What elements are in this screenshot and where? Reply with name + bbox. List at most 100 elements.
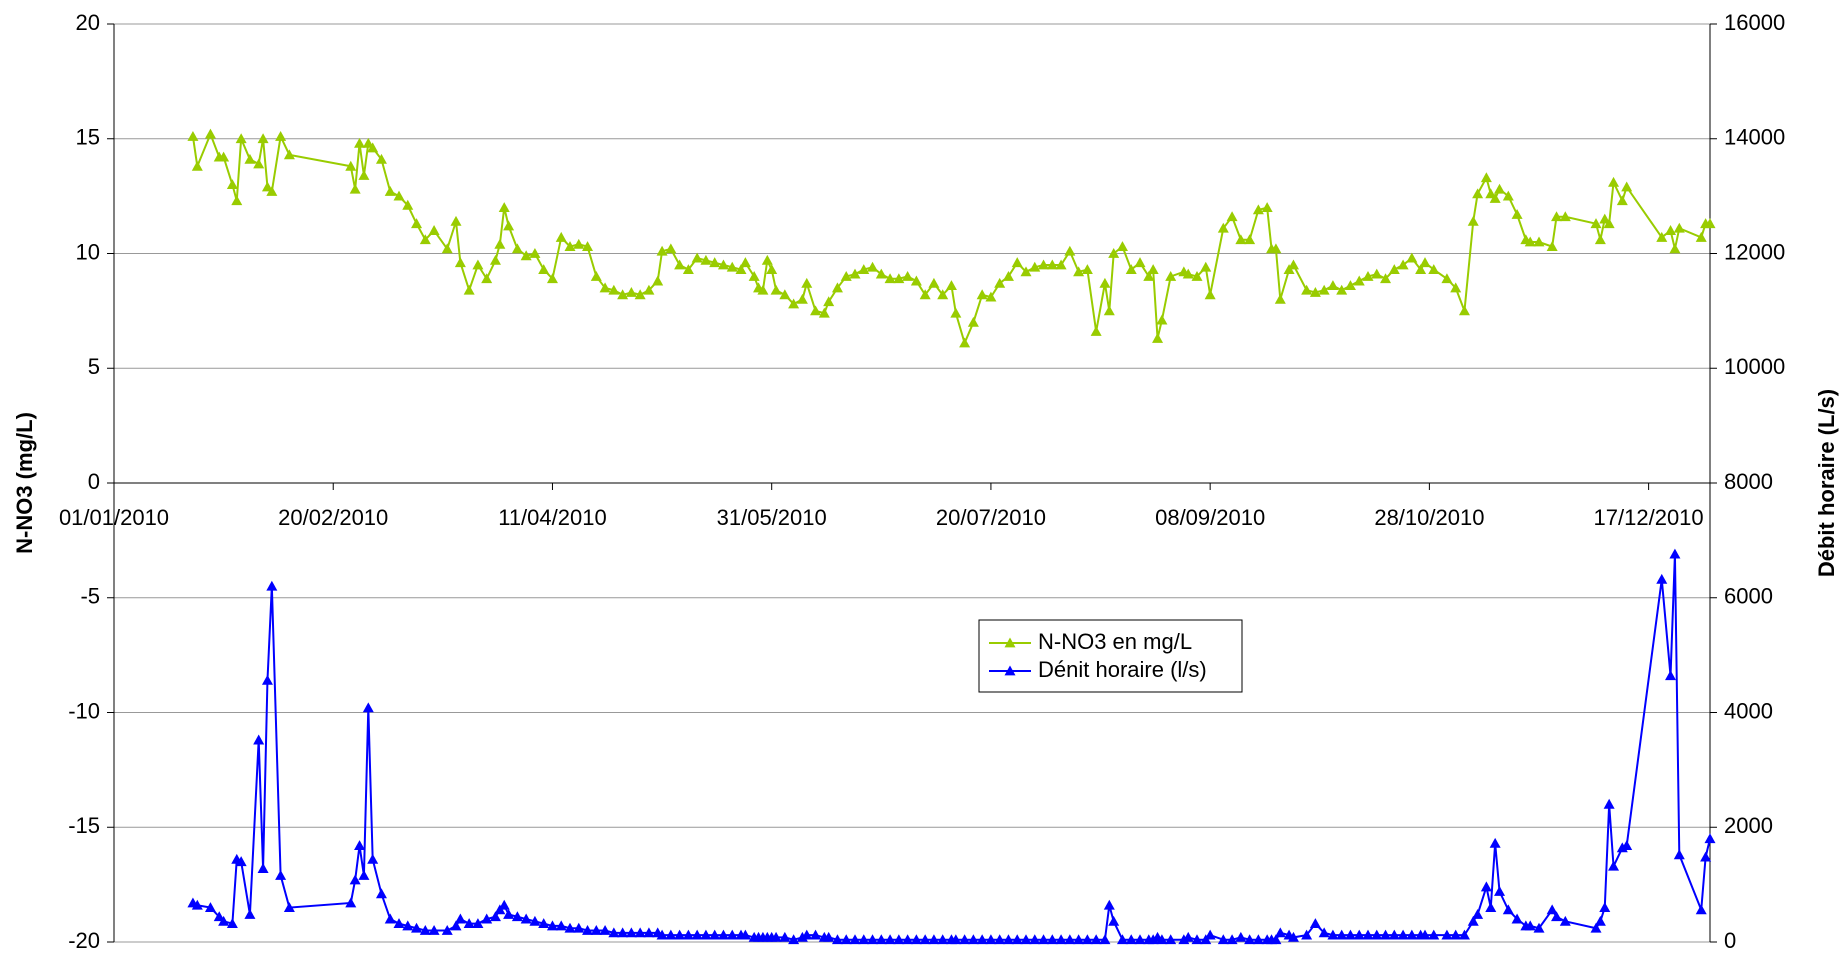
data-point — [1244, 934, 1256, 945]
data-point — [950, 934, 962, 945]
data-point — [823, 931, 835, 942]
y2-tick-label: 10000 — [1724, 354, 1785, 379]
data-point — [1270, 934, 1282, 945]
data-point — [1125, 264, 1137, 274]
data-point — [976, 934, 988, 945]
data-point — [1002, 270, 1014, 281]
y-tick-label: -20 — [68, 928, 100, 953]
data-point — [928, 277, 940, 288]
data-point — [867, 261, 879, 272]
data-point — [1665, 225, 1677, 235]
data-point — [1441, 929, 1453, 940]
data-point — [231, 195, 243, 206]
data-point — [367, 853, 379, 864]
data-point — [893, 273, 905, 284]
data-point — [1134, 934, 1146, 945]
data-point — [770, 284, 782, 295]
legend-label: Dénit horaire (l/s) — [1038, 657, 1207, 682]
data-point — [1344, 280, 1356, 291]
data-point — [1108, 915, 1120, 926]
data-point — [441, 243, 453, 254]
data-point — [674, 259, 686, 270]
x-tick-label: 20/07/2010 — [936, 505, 1046, 530]
data-point — [840, 270, 852, 281]
data-point — [1217, 934, 1229, 945]
data-point — [1551, 911, 1563, 922]
data-point — [1046, 259, 1058, 270]
data-point — [967, 316, 979, 327]
data-point — [1621, 181, 1633, 192]
data-point — [1362, 929, 1374, 940]
data-point — [910, 934, 922, 945]
data-point — [788, 934, 800, 945]
data-point — [481, 273, 493, 284]
data-point — [1669, 548, 1681, 559]
data-point — [463, 284, 475, 295]
data-point — [625, 287, 637, 297]
data-point — [1055, 934, 1067, 945]
data-point — [766, 264, 778, 274]
data-point — [1590, 218, 1602, 229]
data-point — [634, 289, 646, 300]
data-point — [599, 925, 611, 935]
data-point — [582, 241, 594, 252]
data-point — [1551, 211, 1563, 222]
data-point — [1669, 243, 1681, 254]
data-point — [1489, 837, 1501, 848]
data-point — [1029, 261, 1041, 272]
data-point — [441, 925, 453, 935]
data-point — [187, 130, 199, 141]
data-point — [1287, 259, 1299, 270]
data-point — [1020, 266, 1032, 277]
data-point — [1165, 270, 1177, 281]
data-point — [345, 897, 357, 908]
data-point — [1011, 257, 1023, 268]
data-point — [717, 259, 729, 270]
data-point — [1274, 293, 1286, 304]
data-point — [1108, 248, 1120, 258]
data-point — [1182, 268, 1194, 279]
data-point — [1494, 183, 1506, 194]
data-point — [428, 925, 440, 935]
data-point — [893, 934, 905, 945]
data-point — [1524, 920, 1536, 931]
data-point — [902, 270, 914, 281]
data-point — [691, 929, 703, 940]
legend: N-NO3 en mg/L Dénit horaire (l/s) — [978, 619, 1243, 693]
data-point — [608, 284, 620, 295]
data-point — [503, 908, 515, 919]
data-point — [739, 929, 751, 940]
data-point — [573, 238, 585, 249]
data-point — [779, 289, 791, 300]
data-point — [858, 934, 870, 945]
data-point — [1235, 931, 1247, 942]
data-point — [546, 920, 558, 931]
data-point — [253, 158, 265, 169]
data-point — [384, 913, 396, 924]
data-point — [652, 275, 664, 286]
data-point — [472, 259, 484, 270]
data-point — [520, 913, 532, 924]
data-point — [503, 220, 515, 231]
data-point — [529, 915, 541, 926]
data-point — [226, 918, 238, 929]
data-point — [875, 934, 887, 945]
data-point — [1274, 927, 1286, 938]
data-point — [1485, 188, 1497, 199]
data-point — [884, 934, 896, 945]
data-point — [608, 927, 620, 938]
data-point — [1038, 934, 1050, 945]
data-point — [454, 913, 466, 924]
x-tick-label: 01/01/2010 — [59, 505, 169, 530]
data-point — [1081, 934, 1093, 945]
data-point — [1046, 934, 1058, 945]
data-point — [700, 929, 712, 940]
data-point — [757, 284, 769, 295]
data-point — [1397, 259, 1409, 270]
data-point — [726, 929, 738, 940]
data-point — [375, 153, 387, 164]
data-point — [726, 261, 738, 272]
data-point — [253, 734, 265, 745]
data-point — [919, 289, 931, 300]
data-point — [796, 293, 808, 304]
